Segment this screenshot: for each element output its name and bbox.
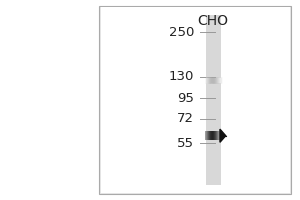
Text: 72: 72 — [177, 112, 194, 125]
Text: 130: 130 — [169, 70, 194, 83]
Bar — [206, 15, 221, 185]
Text: 55: 55 — [177, 137, 194, 150]
Bar — [100, 7, 290, 193]
Text: 95: 95 — [177, 92, 194, 105]
Text: CHO: CHO — [198, 14, 229, 28]
Polygon shape — [220, 129, 226, 142]
Bar — [99, 6, 291, 194]
Text: 250: 250 — [169, 26, 194, 39]
